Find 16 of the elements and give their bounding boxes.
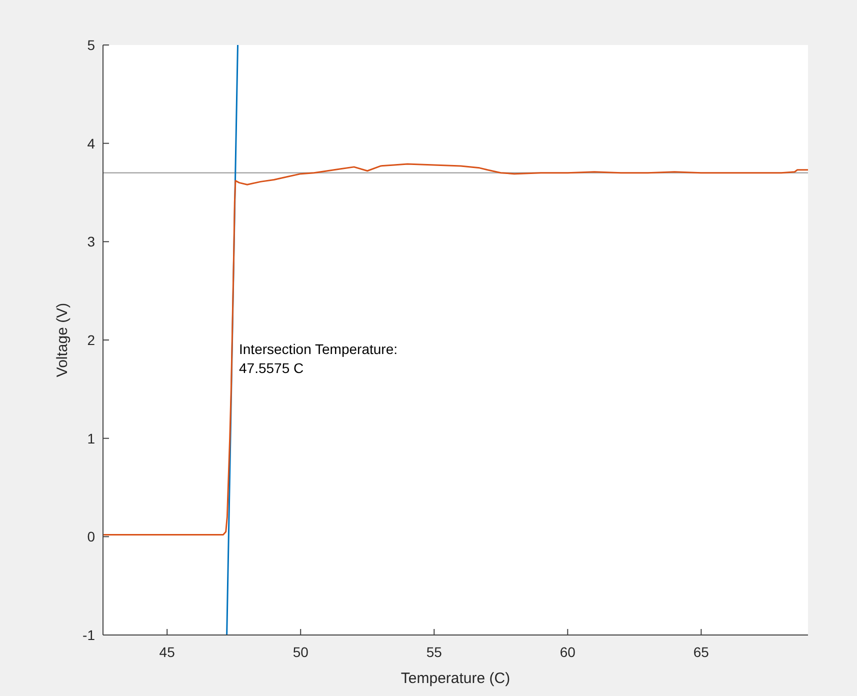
y-tick-label: 2 xyxy=(87,332,96,348)
x-tick-label: 50 xyxy=(292,644,309,660)
line-series xyxy=(103,163,808,536)
x-tick-label: 55 xyxy=(426,644,442,660)
x-tick-label: 65 xyxy=(693,644,710,660)
x-tick-label: 45 xyxy=(159,644,176,660)
x-tick-label: 60 xyxy=(560,644,576,660)
y-tick-label: 3 xyxy=(87,234,96,250)
y-tick-label: 1 xyxy=(87,430,96,446)
y-tick-label: 5 xyxy=(87,37,96,53)
y-tick-label: 4 xyxy=(87,135,96,152)
annotation: Intersection Temperature: 47.5575 C xyxy=(239,341,398,376)
x-axis-title: Temperature (C) xyxy=(400,670,510,687)
y-tick-label: -1 xyxy=(82,627,96,643)
y-tick-label: 0 xyxy=(87,528,96,545)
y-axis-title: Voltage (V) xyxy=(54,302,71,378)
